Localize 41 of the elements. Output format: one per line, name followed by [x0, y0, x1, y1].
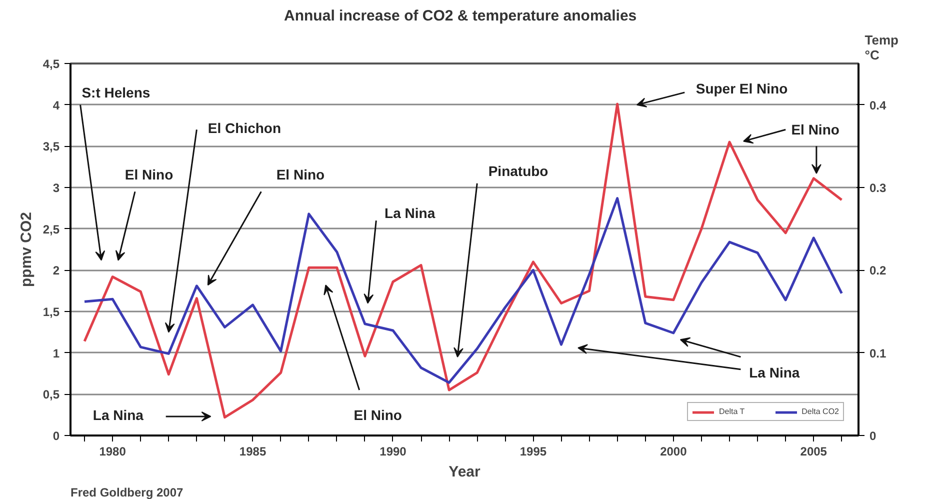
y2-tick-label: 0.3: [870, 181, 887, 195]
x-tick-label: 1990: [380, 444, 407, 458]
y-tick-label: 2: [52, 264, 60, 278]
x-tick-label: 2000: [660, 444, 688, 458]
annotation: La Nina: [749, 364, 800, 381]
y2-tick-label: 0.1: [870, 346, 887, 360]
x-tick-label: 1995: [520, 444, 547, 458]
y2-axis-title: Temp °C: [864, 32, 899, 62]
x-axis-title: Year: [448, 464, 481, 480]
annotation: El Nino: [791, 122, 840, 138]
y2-tick-label: 0.4: [870, 98, 887, 112]
text: Fred Goldberg 2007: [70, 486, 184, 499]
y2-tick-label: 0.2: [870, 264, 887, 278]
annotation: El Chichon: [208, 120, 282, 136]
x-tick-label: 1985: [239, 444, 266, 458]
y-tick-label: 4,5: [42, 57, 60, 71]
x-tick-label: 1980: [99, 444, 126, 458]
y-tick-label: 1,5: [42, 305, 60, 319]
annotation: El Nino: [276, 166, 325, 182]
annotation: Super El Nino: [696, 80, 788, 96]
annotation: S:t Helens: [82, 84, 150, 100]
y-tick-label: 0: [52, 429, 60, 443]
annotation: La Nina: [384, 205, 436, 222]
y-tick-label: 4: [52, 98, 60, 112]
y-tick-label: 2,5: [42, 222, 60, 236]
y-tick-label: 1: [52, 346, 60, 360]
y2-tick-label: 0: [870, 429, 876, 443]
chart-title: Annual increase of CO2 & temperature anomalies: [284, 8, 637, 24]
annotation: El Nino: [354, 406, 402, 423]
y-tick-label: 0,5: [42, 388, 60, 402]
annotation: Pinatubo: [488, 162, 548, 179]
legend-label: Delta CO2: [802, 407, 839, 416]
line-series: [83, 196, 843, 384]
y-axis-title: ppmv CO2: [18, 212, 35, 288]
x-tick-label: 2005: [800, 444, 828, 458]
annotation: La Nina: [92, 406, 144, 423]
legend-label: Delta T: [719, 407, 745, 416]
annotation: El Nino: [124, 166, 174, 182]
y-tick-label: 3: [52, 181, 60, 195]
y-tick-label: 3,5: [42, 140, 60, 154]
line-series: [83, 102, 843, 419]
